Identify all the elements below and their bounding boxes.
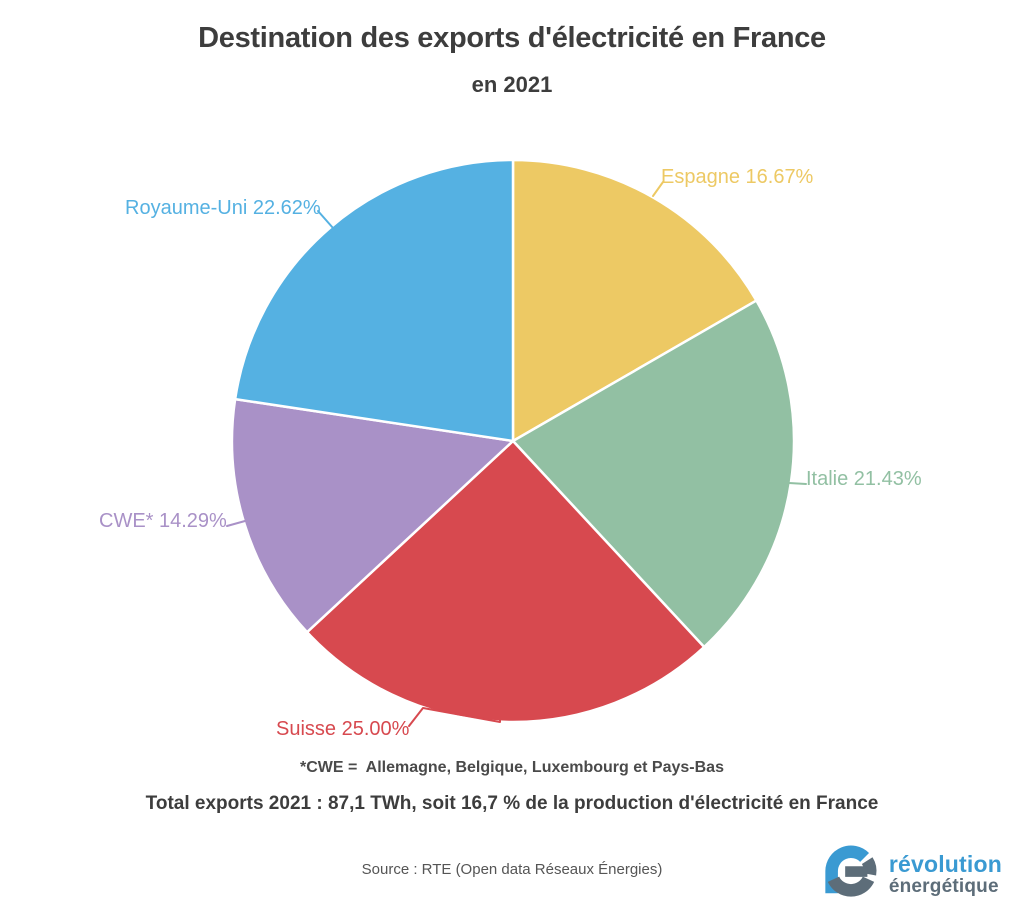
page-title: Destination des exports d'électricité en… [198, 22, 826, 54]
logo: révolution énergétique [821, 843, 1002, 906]
slice-label-royaume-uni: Royaume-Uni 22.62% [125, 197, 321, 219]
leader-line-royaume-uni [317, 210, 334, 229]
slice-label-espagne: Espagne 16.67% [661, 166, 814, 188]
pie-slices [230, 158, 796, 724]
leader-line-espagne [652, 181, 664, 197]
cwe-footnote: *CWE = Allemagne, Belgique, Luxembourg e… [300, 759, 724, 776]
leader-line-suisse [408, 707, 501, 727]
revolution-energetique-logo-icon [821, 843, 879, 906]
leader-line-italie [788, 482, 807, 485]
logo-text: révolution énergétique [888, 851, 1002, 897]
pie-slice-cwe [230, 397, 515, 634]
total-exports-line: Total exports 2021 : 87,1 TWh, soit 16,7… [145, 793, 879, 814]
slice-label-cwe: CWE* 14.29% [99, 510, 227, 532]
logo-line-energetique: énergétique [888, 875, 999, 897]
slice-label-italie: Italie 21.43% [806, 468, 922, 490]
slice-label-suisse: Suisse 25.00% [276, 718, 410, 740]
pie-slice-suisse [305, 439, 706, 724]
source-line: Source : RTE (Open data Réseaux Énergies… [361, 861, 663, 878]
pie-slice-royaumeuni [233, 158, 515, 443]
leader-line-cwe [226, 520, 246, 527]
pie-slice-espagne [511, 158, 758, 443]
page-subtitle: en 2021 [471, 72, 553, 97]
logo-line-revolution: révolution [888, 851, 1002, 878]
